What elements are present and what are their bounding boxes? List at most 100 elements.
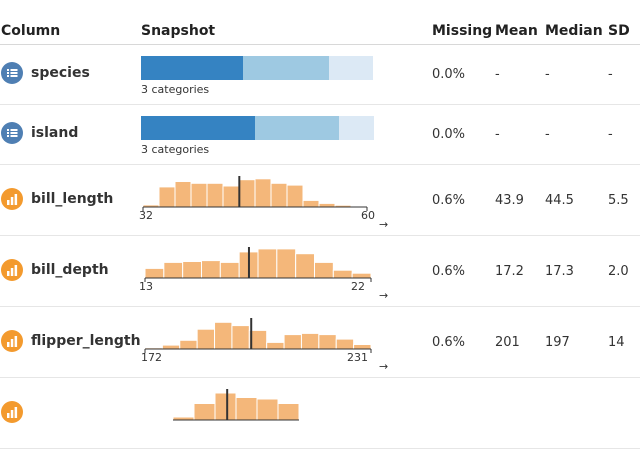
expand-arrow[interactable]: → <box>379 360 389 373</box>
histogram-bin <box>231 325 250 350</box>
bar-chart-icon <box>1 401 23 423</box>
column-name: flipper_length <box>31 333 141 349</box>
histogram-bin <box>314 261 334 279</box>
table-row-flipper-length[interactable]: flipper_length 172 231 → 0.6% 201 197 14 <box>0 307 640 378</box>
missing-value: 0.6% <box>432 335 466 350</box>
table-row-bill-depth[interactable]: bill_depth 13 22 → 0.6% 17.2 17.3 2.0 <box>0 236 640 307</box>
histogram-bin <box>201 260 221 279</box>
histogram-bin <box>190 182 208 208</box>
bar-chart-icon <box>1 259 23 281</box>
mean-value: 17.2 <box>495 264 524 279</box>
missing-value: 0.0% <box>432 127 466 142</box>
expand-arrow[interactable]: → <box>379 218 389 231</box>
category-segment <box>329 56 373 80</box>
histogram-bin <box>235 397 258 421</box>
column-name: bill_length <box>31 191 114 207</box>
category-segment <box>141 56 243 80</box>
histogram-bin <box>266 341 285 350</box>
histogram-bin <box>335 338 355 350</box>
expand-arrow[interactable]: → <box>379 289 389 302</box>
bar-chart-icon <box>1 330 23 352</box>
hist-min-label: 32 <box>139 209 153 222</box>
bar-chart-icon <box>1 188 23 210</box>
histogram-bin <box>256 398 279 421</box>
mean-value: - <box>495 67 500 82</box>
histogram-bin <box>353 344 372 350</box>
histogram-bin <box>163 261 184 279</box>
column-name: bill_depth <box>31 262 109 278</box>
histogram-bin <box>270 182 288 208</box>
histogram-bin <box>332 269 353 279</box>
histogram <box>142 176 368 211</box>
category-bar <box>141 56 373 80</box>
histogram-bin <box>238 179 256 208</box>
histogram-bin <box>277 403 300 421</box>
column-name: species <box>31 65 90 81</box>
histogram-bin <box>295 253 316 279</box>
header-missing[interactable]: Missing <box>432 23 493 39</box>
mean-value: 201 <box>495 335 520 350</box>
median-value: 17.3 <box>545 264 574 279</box>
histogram-bin <box>318 334 337 350</box>
histogram-bin <box>222 185 240 208</box>
table-row-species[interactable]: species 3 categories 0.0% - - - <box>0 45 640 105</box>
hist-max-label: 60 <box>361 209 375 222</box>
mean-value: - <box>495 127 500 142</box>
histogram-bin <box>318 202 336 208</box>
header-column[interactable]: Column <box>1 23 61 39</box>
histogram-bin <box>219 261 240 279</box>
histogram-bin <box>283 334 302 350</box>
column-name: island <box>31 125 79 141</box>
missing-value: 0.0% <box>432 67 466 82</box>
table-row-partial[interactable] <box>0 378 640 449</box>
histogram-bin <box>257 248 278 279</box>
category-bar <box>141 116 374 140</box>
histogram-bin <box>214 321 233 350</box>
hist-min-label: 172 <box>141 351 162 364</box>
histogram-bin <box>276 248 297 279</box>
hist-max-label: 22 <box>351 280 365 293</box>
category-segment <box>339 116 374 140</box>
histogram-bin <box>196 328 216 350</box>
hist-min-label: 13 <box>139 280 153 293</box>
median-value: 44.5 <box>545 193 574 208</box>
sd-value: - <box>608 67 613 82</box>
header-mean[interactable]: Mean <box>495 23 538 39</box>
median-value: 197 <box>545 335 570 350</box>
median-value: - <box>545 127 550 142</box>
category-segment <box>255 116 339 140</box>
histogram-bin <box>144 267 165 279</box>
header-sd[interactable]: SD <box>608 23 630 39</box>
sd-value: 5.5 <box>608 193 629 208</box>
histogram-bin <box>300 332 320 350</box>
missing-value: 0.6% <box>432 193 466 208</box>
histogram-bin <box>179 339 198 350</box>
median-value: - <box>545 67 550 82</box>
histogram-bin <box>206 182 224 208</box>
table-row-island[interactable]: island 3 categories 0.0% - - - <box>0 105 640 165</box>
histogram-bin <box>161 344 181 350</box>
missing-value: 0.6% <box>432 264 466 279</box>
histogram-bin <box>193 403 216 421</box>
sd-value: 14 <box>608 335 625 350</box>
hist-max-label: 231 <box>347 351 368 364</box>
sd-value: 2.0 <box>608 264 629 279</box>
header-median[interactable]: Median <box>545 23 603 39</box>
mean-value: 43.9 <box>495 193 524 208</box>
histogram <box>144 318 372 353</box>
category-segment <box>243 56 329 80</box>
histogram <box>172 389 300 421</box>
histogram-bin <box>182 261 203 279</box>
histogram-bin <box>286 184 304 208</box>
histogram <box>144 247 372 282</box>
header-snapshot[interactable]: Snapshot <box>141 23 216 39</box>
histogram-bin <box>174 181 192 208</box>
table-header: Column Snapshot Missing Mean Median SD <box>0 0 640 45</box>
table-row-bill-length[interactable]: bill_length 32 60 → 0.6% 43.9 44.5 5.5 <box>0 165 640 236</box>
category-count-label: 3 categories <box>141 143 210 156</box>
category-count-label: 3 categories <box>141 83 210 96</box>
sd-value: - <box>608 127 613 142</box>
histogram-bin <box>214 392 237 421</box>
category-segment <box>141 116 255 140</box>
